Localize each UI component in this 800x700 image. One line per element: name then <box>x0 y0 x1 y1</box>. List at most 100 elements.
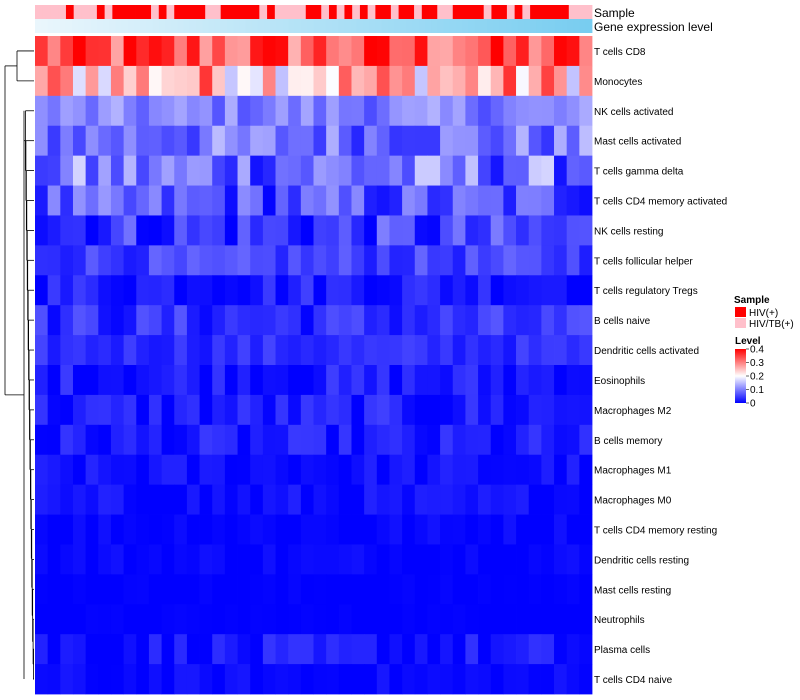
heatmap-cell <box>376 454 390 486</box>
row-label: NK cells activated <box>594 107 673 118</box>
heatmap-cell <box>478 634 492 665</box>
heatmap-cell <box>338 305 352 336</box>
heatmap-cell <box>389 514 403 545</box>
heatmap-cell <box>250 544 264 575</box>
heatmap-cell <box>123 125 137 157</box>
row-label: Eosinophils <box>594 376 645 387</box>
heatmap-cell <box>47 664 61 695</box>
expression-cell <box>183 19 191 33</box>
heatmap-cell <box>224 394 238 426</box>
heatmap-cell <box>60 424 74 456</box>
expression-cell <box>177 19 184 33</box>
expression-cell <box>313 19 321 33</box>
heatmap-cell <box>262 574 276 605</box>
heatmap-cell <box>427 36 441 67</box>
heatmap-cell <box>440 185 454 216</box>
heatmap-cell <box>98 65 112 97</box>
heatmap-cell <box>60 544 74 575</box>
heatmap-cell <box>136 125 150 157</box>
heatmap-cell <box>478 484 492 515</box>
heatmap-cell <box>288 365 302 396</box>
heatmap-cell <box>541 125 555 157</box>
heatmap-cell <box>516 365 530 396</box>
heatmap-cell <box>414 664 428 695</box>
heatmap-cell <box>136 604 150 635</box>
expression-cell <box>381 19 389 33</box>
heatmap-cell <box>85 574 99 605</box>
heatmap-cell <box>262 514 276 545</box>
heatmap-cell <box>98 36 112 67</box>
heatmap-cell <box>414 275 428 306</box>
heatmap-cell <box>427 664 441 695</box>
heatmap-cell <box>313 484 327 515</box>
heatmap-cell <box>313 305 327 336</box>
heatmap-cell <box>72 514 87 545</box>
heatmap-cell <box>414 574 428 605</box>
heatmap-cell <box>566 215 580 246</box>
heatmap-cell <box>300 65 314 97</box>
heatmap-cell <box>47 95 61 127</box>
heatmap-cell <box>465 215 479 246</box>
expression-cell <box>567 19 574 33</box>
heatmap-cell <box>224 424 238 456</box>
heatmap-cell <box>288 305 302 336</box>
heatmap-cell <box>288 65 302 97</box>
heatmap-cell <box>440 305 454 336</box>
heatmap-cell <box>98 185 112 216</box>
sample-cell <box>73 5 82 19</box>
heatmap-cell <box>541 275 555 306</box>
heatmap-cell <box>490 394 504 426</box>
heatmap-cell <box>47 365 61 396</box>
heatmap-cell <box>35 275 49 306</box>
heatmap-cell <box>275 335 289 366</box>
heatmap-cell <box>503 215 517 246</box>
heatmap-cell <box>376 305 390 336</box>
legend-swatch-hiv <box>735 307 746 317</box>
sample-cell <box>398 5 407 19</box>
heatmap-cell <box>161 604 175 635</box>
expression-cell <box>47 19 54 33</box>
heatmap-cell <box>60 484 74 515</box>
expression-cell <box>220 19 228 33</box>
heatmap-cell <box>60 365 74 396</box>
expression-cell <box>90 19 98 33</box>
heatmap-cell <box>402 634 416 665</box>
heatmap-cell <box>275 424 289 456</box>
expression-cell <box>375 19 382 33</box>
heatmap-cell <box>389 634 403 665</box>
heatmap-cell <box>85 65 99 97</box>
heatmap-cell <box>186 514 200 545</box>
heatmap-cell <box>212 484 226 515</box>
heatmap-cell <box>478 394 492 426</box>
heatmap-cell <box>338 275 352 306</box>
sample-cell <box>290 5 299 19</box>
heatmap-cell <box>414 514 428 545</box>
heatmap-cell <box>110 275 125 306</box>
heatmap-cell <box>237 36 251 67</box>
heatmap-cell <box>326 215 340 246</box>
heatmap-cell <box>262 335 276 366</box>
heatmap-cell <box>440 664 454 695</box>
heatmap-cell <box>212 394 226 426</box>
heatmap-cell <box>338 394 352 426</box>
heatmap-cell <box>60 95 74 127</box>
heatmap-cell <box>503 514 517 545</box>
heatmap-cell <box>136 484 150 515</box>
heatmap-cell <box>199 604 213 635</box>
heatmap-cell <box>503 185 517 216</box>
heatmap-cell <box>161 335 175 366</box>
heatmap-cell <box>212 365 226 396</box>
heatmap-cell <box>554 335 568 366</box>
heatmap-cell <box>465 275 479 306</box>
heatmap-cell <box>440 634 454 665</box>
heatmap-cell <box>72 65 87 97</box>
heatmap-cell <box>541 664 555 695</box>
legend-label-hiv-tb: HIV/TB(+) <box>749 319 794 330</box>
sample-cell <box>506 5 516 19</box>
expression-cell <box>41 19 48 33</box>
heatmap-cell <box>174 484 188 515</box>
heatmap-cell <box>376 365 390 396</box>
heatmap-cell <box>364 305 378 336</box>
heatmap-cell <box>85 484 99 515</box>
heatmap-cell <box>110 514 125 545</box>
